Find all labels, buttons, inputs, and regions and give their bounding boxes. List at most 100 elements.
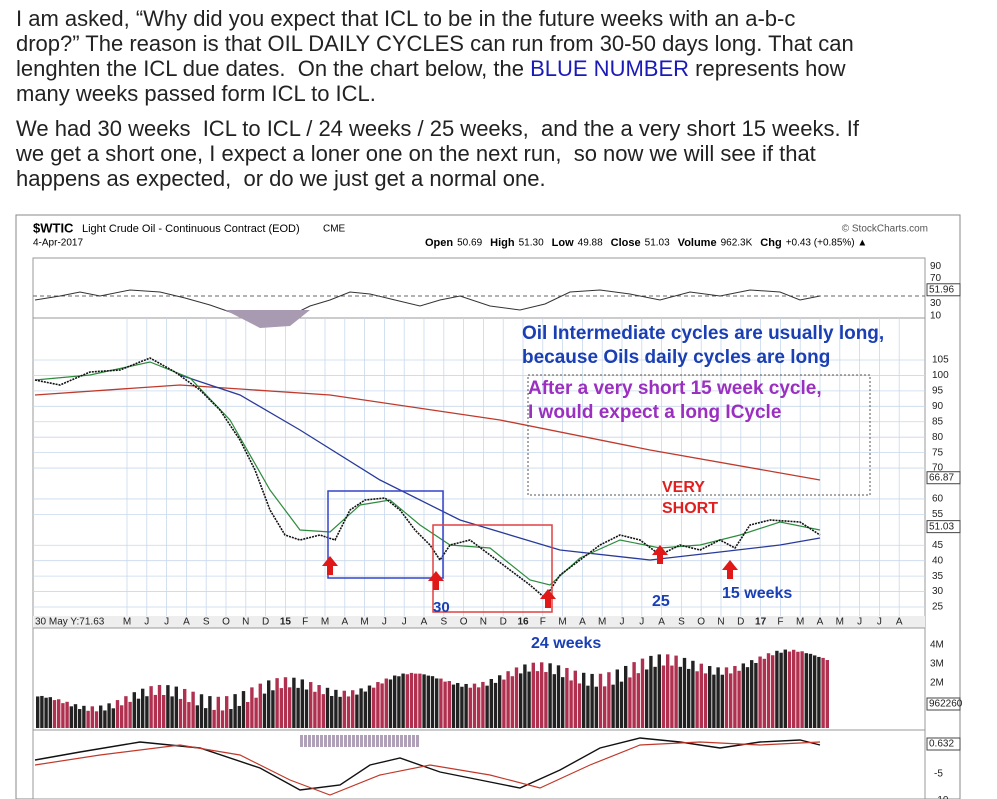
volume-bar — [246, 702, 250, 728]
volume-bar — [624, 665, 628, 728]
macd-hist — [360, 735, 363, 747]
volume-bar — [460, 686, 464, 728]
exchange: CME — [323, 224, 346, 235]
text-line: happens as expected, or do we just get a… — [16, 166, 546, 191]
volume-bar — [645, 669, 649, 728]
volume-bar — [649, 655, 653, 728]
volume-bar — [367, 685, 372, 728]
month-label: A — [579, 617, 586, 628]
volume-bar — [48, 697, 52, 728]
volume-bar — [703, 673, 708, 728]
volume-bar — [36, 696, 40, 728]
month-label: N — [242, 617, 249, 628]
crosshair-label: 30 May Y:71.63 — [35, 617, 105, 628]
price-tick-label: 95 — [932, 386, 944, 397]
price-tick-label: 25 — [932, 602, 944, 613]
volume-bar — [426, 675, 430, 728]
quote-label: Chg — [760, 237, 781, 249]
value-label: 51.03 — [929, 521, 954, 532]
volume-bar — [502, 679, 506, 728]
volume-bar — [128, 701, 132, 728]
month-label: M — [796, 617, 804, 628]
month-label: S — [440, 617, 447, 628]
volume-bar — [166, 685, 170, 728]
volume-bar — [519, 673, 523, 728]
volume-bar — [52, 700, 57, 728]
volume-bar — [422, 674, 426, 728]
volume-bar — [783, 649, 787, 728]
rsi-line — [34, 289, 821, 319]
volume-bar — [262, 693, 267, 728]
text-line: many weeks passed form ICL to ICL. — [16, 81, 376, 106]
volume-bar — [208, 696, 212, 728]
volume-bar — [586, 685, 590, 728]
macd-hist — [356, 735, 359, 747]
price-tick-label: 85 — [932, 416, 944, 427]
volume-bar — [573, 670, 577, 728]
annotation: 25 — [652, 593, 670, 610]
quote-label: Volume — [678, 237, 717, 249]
volume-bar — [800, 651, 804, 728]
month-label: 16 — [517, 617, 529, 628]
volume-bar — [506, 671, 510, 728]
macd-hist — [364, 735, 367, 747]
price-tick-label: 40 — [932, 555, 944, 566]
ma-100 — [179, 374, 821, 561]
text: represents how — [689, 56, 846, 81]
value-label: 51.96 — [929, 284, 954, 295]
volume-bar — [766, 653, 771, 728]
month-label: O — [460, 617, 468, 628]
month-label: A — [421, 617, 428, 628]
volume-bar — [582, 672, 586, 728]
annotation: After a very short 15 week cycle, — [528, 378, 822, 399]
volume-bar — [636, 673, 640, 728]
value-label: 0.632 — [929, 739, 954, 750]
volume-bar — [729, 673, 733, 728]
month-label: F — [302, 617, 308, 628]
volume-bar — [401, 673, 405, 728]
volume-bar — [628, 677, 632, 728]
volume-bar — [552, 674, 556, 728]
volume-bar — [338, 696, 342, 728]
month-label: A — [183, 617, 190, 628]
price-tick-label: 90 — [932, 401, 944, 412]
macd-tick-label: -5 — [934, 768, 943, 779]
volume-bar — [250, 687, 254, 728]
volume-bar — [787, 651, 792, 728]
volume-bar — [330, 695, 334, 728]
volume-bar — [657, 654, 661, 728]
macd-tick-label: -10 — [934, 795, 949, 799]
volume-bar — [481, 681, 485, 728]
volume-bar — [187, 702, 191, 728]
volume-tick-label: 2M — [930, 678, 944, 689]
macd-signal — [34, 741, 821, 796]
volume-bar — [380, 683, 384, 728]
volume-bar — [607, 672, 611, 728]
volume-bar — [733, 665, 737, 728]
volume-bar — [309, 682, 313, 728]
volume-bar — [447, 681, 451, 728]
macd-line — [34, 737, 821, 791]
macd-hist — [396, 735, 399, 747]
macd-hist — [372, 735, 375, 747]
volume-tick-label: 4M — [930, 640, 944, 651]
volume-bar — [750, 660, 754, 728]
rsi-fill — [225, 310, 310, 328]
macd-hist — [312, 735, 315, 747]
volume-bar — [821, 657, 825, 728]
volume-bar — [103, 710, 107, 728]
volume-bar — [258, 683, 262, 728]
volume-bar — [346, 696, 351, 728]
macd-hist — [352, 735, 355, 747]
quote-value: 49.88 — [578, 238, 603, 249]
month-label: J — [857, 617, 862, 628]
volume-bar — [678, 666, 682, 728]
volume-bar — [325, 687, 330, 728]
month-label: A — [658, 617, 665, 628]
volume-bar — [334, 689, 338, 728]
annotation: VERY — [662, 479, 705, 496]
price-tick-label: 55 — [932, 509, 944, 520]
volume-bar — [712, 674, 716, 728]
volume-bar — [120, 705, 124, 728]
